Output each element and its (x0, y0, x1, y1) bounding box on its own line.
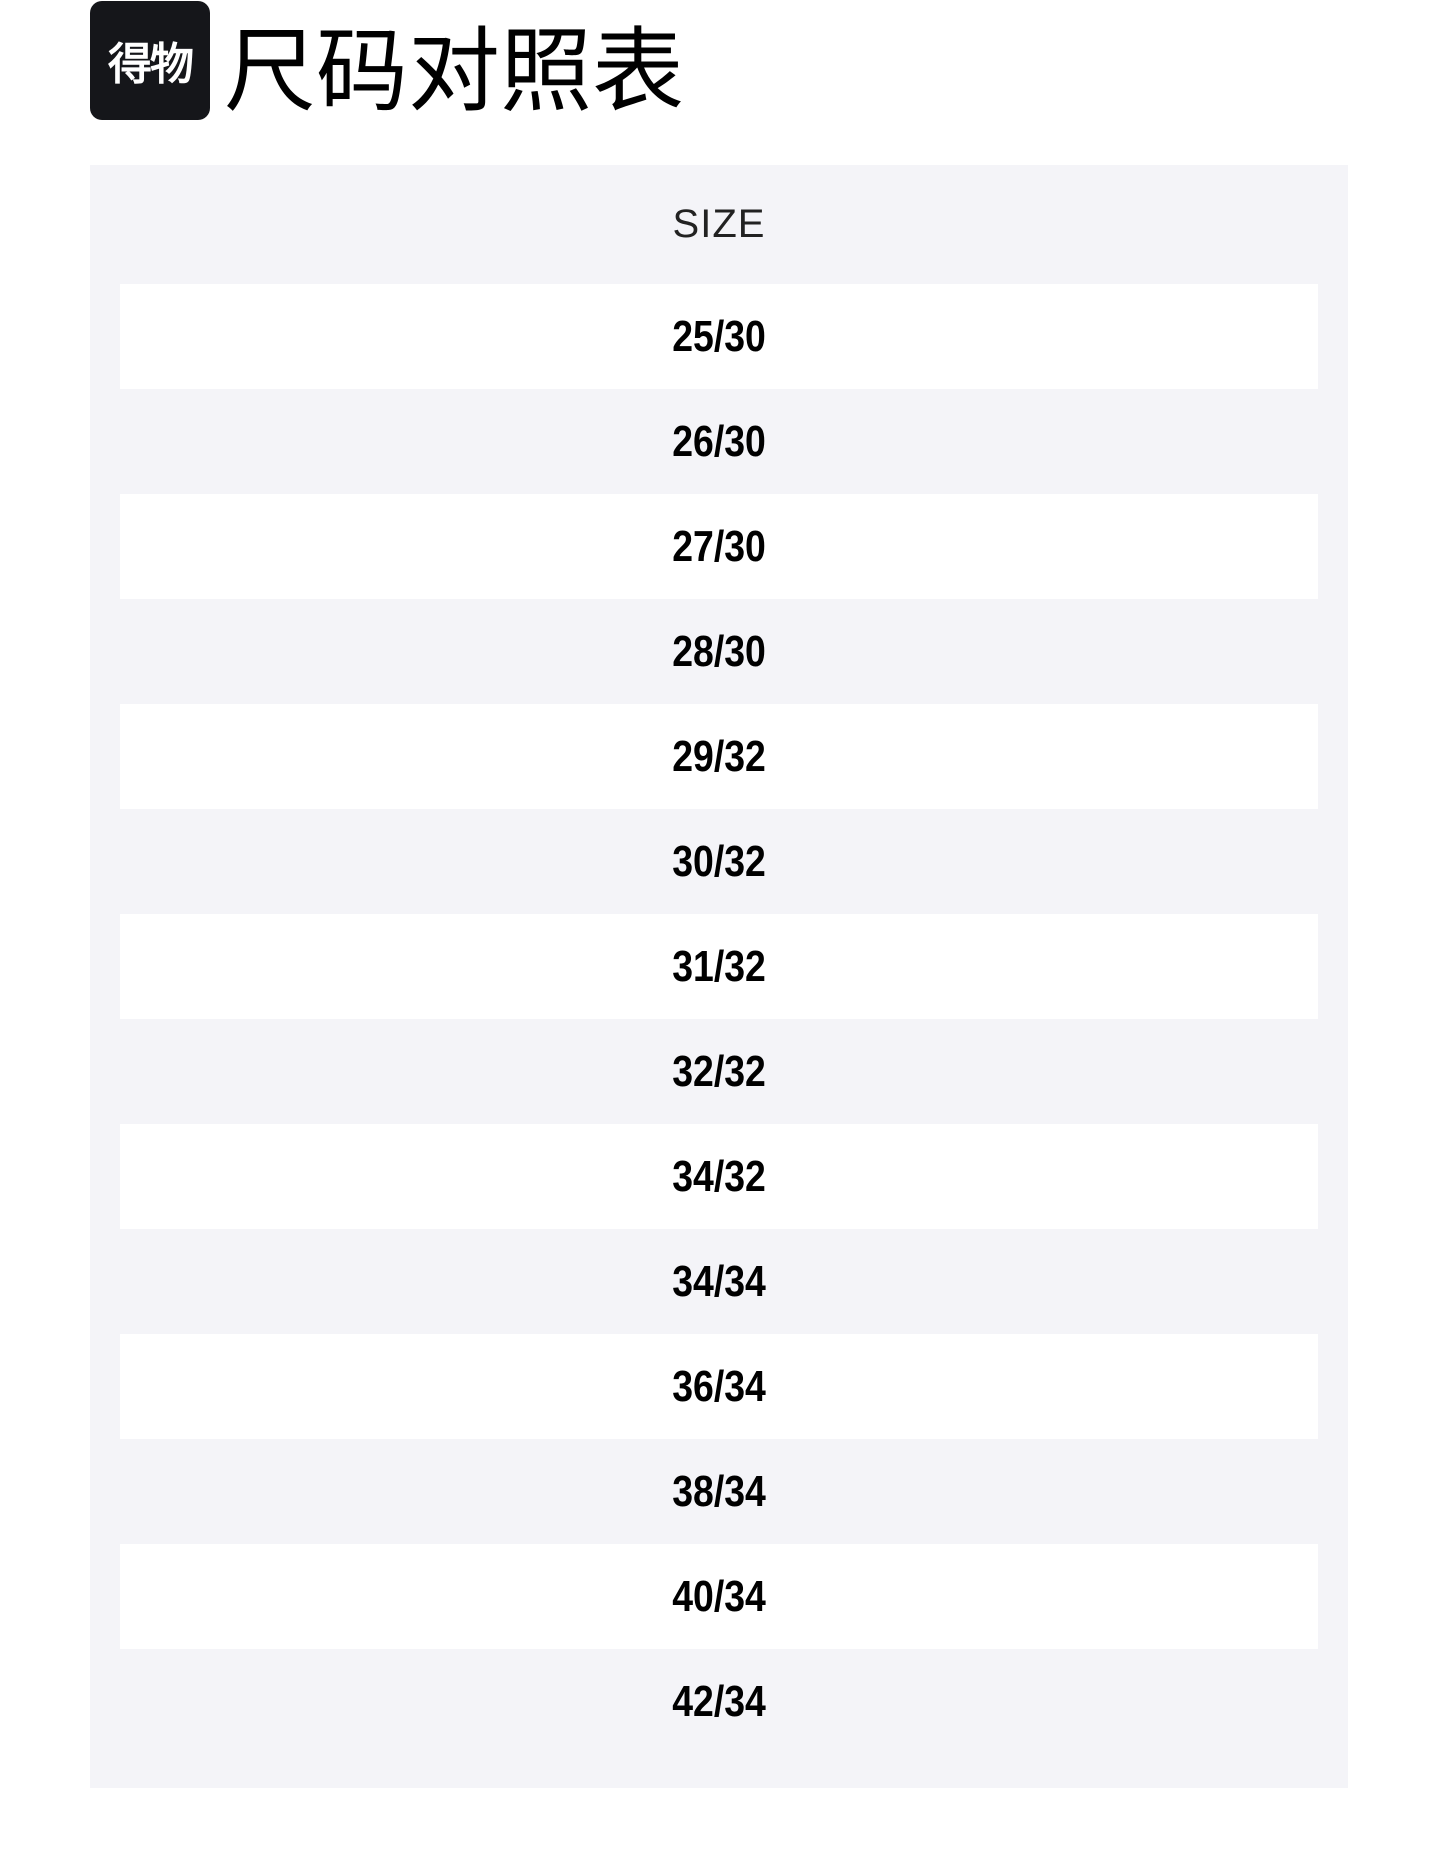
size-value: 40/34 (672, 1571, 766, 1621)
size-value: 34/32 (672, 1151, 766, 1201)
table-row: 36/34 (120, 1334, 1318, 1439)
table-row: 42/34 (120, 1649, 1318, 1754)
table-row: 34/32 (120, 1124, 1318, 1229)
table-row: 27/30 (120, 494, 1318, 599)
column-header-size: SIZE (672, 202, 766, 246)
table-row: 30/32 (120, 809, 1318, 914)
table-row: 28/30 (120, 599, 1318, 704)
table-row: 40/34 (120, 1544, 1318, 1649)
size-value: 38/34 (672, 1466, 766, 1516)
header: 得物 尺码对照表 (90, 0, 684, 120)
size-table: SIZE 25/30 26/30 27/30 28/30 29/32 30/32 31/32… (90, 165, 1348, 1788)
size-value: 26/30 (672, 416, 766, 466)
size-value: 30/32 (672, 836, 766, 886)
table-row: 32/32 (120, 1019, 1318, 1124)
table-row: 34/34 (120, 1229, 1318, 1334)
size-value: 32/32 (672, 1046, 766, 1096)
page-title: 尺码对照表 (224, 21, 685, 123)
brand-logo: 得物 (90, 0, 210, 120)
size-value: 25/30 (672, 311, 766, 361)
size-value: 34/34 (672, 1256, 766, 1306)
table-row: 26/30 (120, 389, 1318, 494)
table-row: 31/32 (120, 914, 1318, 1019)
table-row: 25/30 (120, 284, 1318, 389)
size-value: 31/32 (672, 941, 766, 991)
size-value: 28/30 (672, 626, 766, 676)
size-value: 42/34 (672, 1676, 766, 1726)
table-row: 29/32 (120, 704, 1318, 809)
size-value: 29/32 (672, 731, 766, 781)
table-row: 38/34 (120, 1439, 1318, 1544)
size-value: 36/34 (672, 1361, 766, 1411)
size-value: 27/30 (672, 521, 766, 571)
